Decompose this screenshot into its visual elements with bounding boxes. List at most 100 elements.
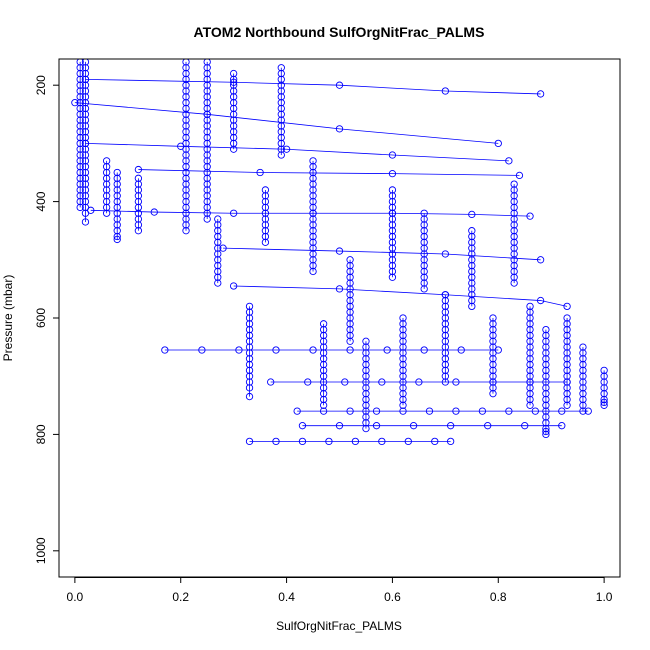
data-point (563, 401, 571, 409)
data-point (245, 378, 254, 386)
data-point (182, 99, 190, 107)
data-point (76, 197, 84, 206)
data-point (362, 395, 370, 404)
data-point (420, 215, 428, 223)
data-point (182, 180, 190, 188)
data-point (563, 331, 571, 340)
data-point (230, 104, 238, 113)
data-point (526, 349, 534, 357)
data-point (563, 372, 571, 380)
series-line-36 (85, 78, 541, 95)
y-tick-label: 200 (34, 75, 48, 95)
data-point (388, 151, 397, 159)
data-point (230, 209, 238, 217)
data-point (319, 407, 328, 415)
data-point (81, 64, 90, 72)
data-point (309, 197, 317, 206)
data-point (76, 122, 84, 130)
data-point (441, 308, 449, 316)
data-point (335, 247, 344, 255)
data-point (76, 64, 84, 72)
data-point (378, 378, 386, 386)
data-point (76, 168, 84, 177)
data-point (230, 122, 238, 130)
data-point (351, 437, 360, 446)
x-tick-label: 0.0 (67, 590, 84, 604)
data-point (261, 215, 270, 223)
data-point (346, 273, 354, 281)
data-point (388, 227, 397, 235)
data-point (420, 244, 428, 252)
data-point (510, 267, 518, 276)
data-point (230, 69, 238, 78)
data-point (134, 180, 143, 188)
data-point (346, 337, 354, 345)
data-point (245, 437, 254, 446)
data-point (256, 168, 264, 177)
data-point (309, 267, 317, 276)
plot-frame (58, 58, 621, 578)
data-point (203, 99, 211, 107)
data-point (600, 401, 608, 409)
data-point (203, 192, 211, 200)
data-point (203, 133, 211, 142)
data-point (600, 398, 608, 407)
data-point (182, 64, 190, 72)
data-point (579, 395, 587, 404)
data-point (134, 227, 143, 235)
data-point (468, 267, 476, 276)
data-point (81, 168, 90, 177)
data-point (468, 250, 476, 258)
data-point (468, 302, 476, 311)
data-point (182, 93, 190, 101)
data-point (134, 174, 143, 182)
data-point (203, 75, 211, 84)
data-point (214, 215, 222, 223)
data-point (81, 122, 90, 130)
data-point (510, 256, 518, 264)
data-point (579, 372, 587, 380)
data-point (76, 192, 84, 200)
data-point (563, 302, 571, 311)
data-point (420, 261, 428, 270)
data-point (441, 296, 449, 305)
data-point (177, 142, 185, 150)
data-point (468, 238, 476, 246)
data-point (219, 244, 227, 252)
data-point (388, 256, 397, 264)
data-point (388, 250, 397, 258)
y-axis-label: Pressure (mbar) (1, 275, 15, 362)
data-point (182, 110, 190, 118)
data-point (542, 337, 550, 345)
data-point (309, 157, 317, 165)
data-point (558, 407, 566, 415)
data-point (335, 81, 344, 89)
data-point (388, 273, 397, 281)
data-point (489, 360, 497, 369)
data-point (81, 81, 90, 89)
data-point (409, 422, 418, 430)
data-point (214, 232, 222, 241)
y-tick-label: 800 (34, 424, 48, 444)
data-point (81, 180, 90, 188)
data-point (505, 157, 513, 165)
data-point (230, 78, 238, 86)
data-point (277, 139, 285, 148)
data-point (102, 186, 111, 194)
data-point (362, 401, 370, 409)
data-point (277, 69, 285, 78)
data-point (245, 308, 254, 316)
data-point (489, 372, 497, 380)
data-point (203, 110, 211, 118)
data-point (563, 395, 571, 404)
data-point (203, 215, 211, 223)
data-point (468, 296, 476, 305)
data-point (203, 174, 211, 182)
data-point (182, 59, 190, 66)
data-point (76, 69, 84, 78)
data-point (261, 227, 270, 235)
data-point (319, 320, 328, 328)
data-point (81, 133, 90, 142)
data-point (203, 59, 211, 66)
data-point (182, 116, 190, 124)
